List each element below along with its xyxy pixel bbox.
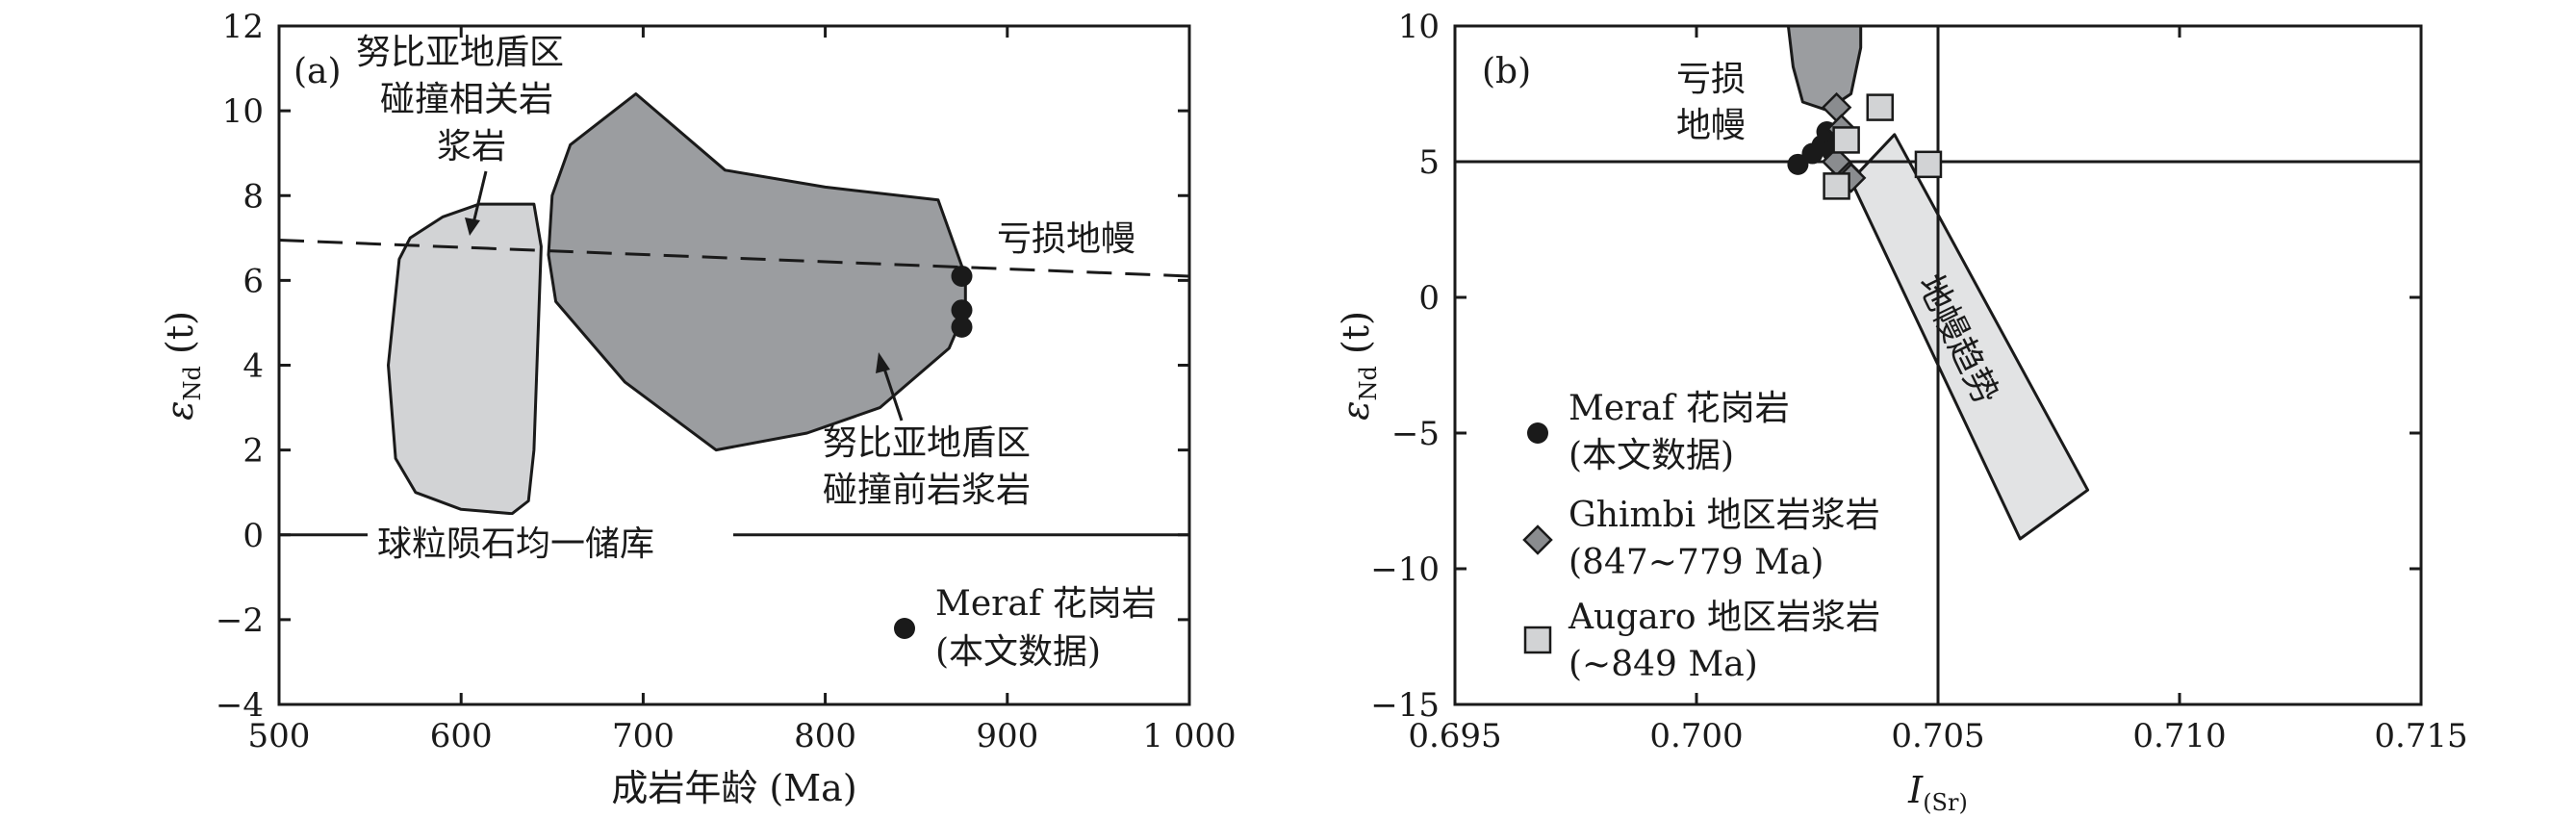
data-point-square [1824, 173, 1849, 198]
annotation-pre-collision-line2: 碰撞前岩浆岩 [823, 471, 1031, 510]
x-tick-label: 900 [976, 717, 1038, 755]
panel-b-x-axis-sub: (Sr) [1923, 789, 1968, 816]
y-tick-label: 5 [1418, 143, 1440, 182]
legend-b-augaro-line1: Augaro 地区岩浆岩 [1568, 598, 1880, 637]
y-tick-label: −15 [1370, 686, 1440, 725]
data-point-circle [952, 317, 973, 338]
legend-b-square-marker [1525, 627, 1550, 652]
panel-b-label: (b) [1482, 52, 1531, 91]
annotation-chur: 球粒陨石均一储库 [377, 524, 654, 564]
legend-a-meraf-line1: Meraf 花岗岩 [935, 584, 1157, 624]
legend-b-ghimbi-line2: (847~779 Ma) [1569, 543, 1824, 582]
annotation-collision-related-line1: 努比亚地盾区 [356, 33, 564, 72]
region-0-1 [548, 94, 965, 450]
legend-a-circle-marker [894, 618, 915, 639]
region-1-0 [1788, 26, 1860, 110]
panel-a-x-axis-title: 成岩年龄 (Ma) [611, 767, 856, 809]
panel-b-y-axis-tail: (t) [1335, 311, 1377, 366]
data-point-square [1916, 152, 1941, 177]
x-tick-label: 600 [430, 717, 493, 755]
annotation-pre-collision-line1: 努比亚地盾区 [823, 423, 1031, 463]
y-tick-label: −5 [1391, 415, 1440, 453]
legend-b-circle-marker [1527, 422, 1548, 444]
y-tick-label: 8 [242, 177, 264, 216]
legend-b-meraf-line1: Meraf 花岗岩 [1569, 389, 1790, 428]
data-point-square [1868, 95, 1893, 120]
panel-b-x-axis-title: I(Sr) [1907, 769, 1968, 816]
y-tick-label: −4 [216, 686, 264, 725]
data-point-square [1834, 127, 1859, 152]
y-tick-label: 0 [242, 517, 264, 555]
annotation-depleted-mantle-b-line2: 地幔 [1676, 106, 1746, 145]
panel-b-y-axis-title: εNd (t) [1335, 311, 1382, 421]
legend-b-augaro-line2: (~849 Ma) [1569, 645, 1758, 684]
x-tick-label: 1 000 [1142, 717, 1236, 755]
panel-a-y-axis-tail: (t) [159, 311, 201, 366]
y-tick-label: 4 [242, 347, 264, 386]
y-tick-label: 2 [242, 432, 264, 471]
panel-a-y-axis-epsilon: ε [159, 400, 201, 420]
y-tick-label: 10 [1398, 8, 1440, 46]
panel-a-label: (a) [293, 52, 342, 91]
y-tick-label: 10 [222, 92, 264, 131]
x-tick-label: 0.710 [2132, 717, 2226, 755]
panel-b-y-axis-sub: Nd [1355, 366, 1382, 400]
panel-a-y-axis-title: εNd (t) [159, 311, 206, 421]
panel-b-y-axis-epsilon: ε [1335, 400, 1377, 420]
panel-a-y-axis-sub: Nd [179, 366, 206, 400]
x-tick-label: 800 [794, 717, 856, 755]
annotation-collision-related-line2: 碰撞相关岩 [380, 80, 553, 119]
y-tick-label: 12 [222, 8, 264, 46]
x-tick-label: 700 [612, 717, 675, 755]
y-tick-label: 0 [1418, 279, 1440, 318]
x-tick-label: 0.705 [1891, 717, 1984, 755]
annotation-depleted-mantle-b-line1: 亏损 [1676, 60, 1746, 99]
legend-a-meraf-line2: (本文数据) [935, 632, 1101, 672]
legend-b-ghimbi-line1: Ghimbi 地区岩浆岩 [1569, 496, 1880, 535]
y-tick-label: 6 [242, 262, 264, 300]
x-tick-label: 0.715 [2374, 717, 2467, 755]
x-tick-label: 0.700 [1649, 717, 1743, 755]
legend-b-meraf-line2: (本文数据) [1569, 436, 1734, 475]
legend-b-diamond-marker [1524, 526, 1551, 553]
annotation-depleted-mantle-a: 亏损地幔 [997, 219, 1135, 259]
annotation-collision-related-line3: 浆岩 [437, 127, 506, 166]
data-point-circle [952, 266, 973, 287]
y-tick-label: −2 [216, 601, 264, 640]
panel-b-x-axis-main: I [1907, 769, 1924, 811]
y-tick-label: −10 [1370, 550, 1440, 589]
